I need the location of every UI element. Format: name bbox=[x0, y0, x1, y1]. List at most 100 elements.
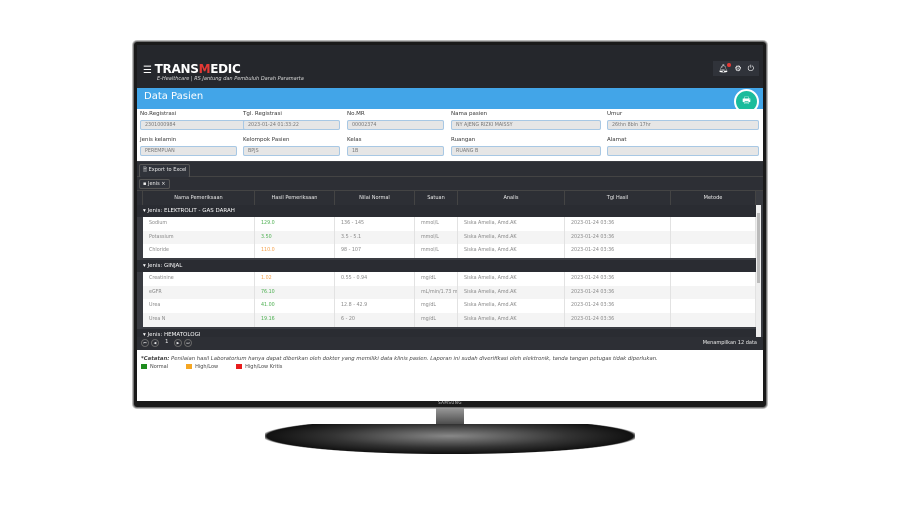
table-row[interactable]: Chloride 110.0 98 - 107 mmol/L Siska Amelia,… bbox=[143, 244, 756, 259]
table-row[interactable]: Potassium 3.50 3.5 - 5.1 mmol/L Siska Amelia… bbox=[143, 230, 756, 245]
cell-metode bbox=[671, 313, 756, 327]
field-alamat: Alamat bbox=[607, 137, 759, 156]
field-no-mr: No.MR 00002374 bbox=[347, 111, 444, 130]
group-row[interactable]: ▾ Jenis: GINJAL bbox=[137, 260, 756, 273]
col-satuan[interactable]: Satuan bbox=[415, 191, 458, 205]
cell-satuan: mg/dL bbox=[415, 313, 458, 327]
table-scrollbar[interactable] bbox=[756, 205, 761, 337]
cell-analis: Siska Amelia, Amd.AK bbox=[458, 244, 565, 259]
cell-metode bbox=[671, 272, 756, 286]
col-tgl-hasil[interactable]: Tgl Hasil bbox=[565, 191, 671, 205]
table-row[interactable]: Sodium 129.0 136 - 145 mmol/L Siska Amelia, … bbox=[143, 217, 756, 231]
cell-nama: Sodium bbox=[143, 217, 255, 231]
scrollbar-thumb[interactable] bbox=[757, 213, 760, 283]
cell-hasil: 3.50 bbox=[255, 230, 335, 245]
table-row[interactable]: Urea 41.00 12.8 - 42.9 mg/dL Siska Amelia, A… bbox=[143, 299, 756, 314]
tv-stand-neck bbox=[436, 408, 464, 426]
field-nama-pasien: Nama pasien NY AJENG RIZKI MAISSY bbox=[451, 111, 601, 130]
cell-hasil: 76.10 bbox=[255, 285, 335, 300]
excel-icon: 🗎 bbox=[143, 167, 149, 173]
pager: ⏮ ◀ 1 ▶ ⏭ Menampilkan 12 data bbox=[137, 337, 763, 350]
cell-tgl: 2023-01-24 03:36 bbox=[565, 230, 671, 245]
cell-analis: Siska Amelia, Amd.AK bbox=[458, 299, 565, 314]
legend: Normal High/Low High/Low Kritis bbox=[141, 364, 759, 370]
cell-satuan: mmol/L bbox=[415, 230, 458, 245]
power-icon[interactable]: ⏻ bbox=[747, 63, 754, 73]
cell-tgl: 2023-01-24 03:36 bbox=[565, 244, 671, 259]
col-analis[interactable]: Analis bbox=[458, 191, 565, 205]
cell-nama: Creatinine bbox=[143, 272, 255, 286]
col-metode[interactable]: Metode bbox=[671, 191, 756, 205]
cell-normal: 0.55 - 0.94 bbox=[335, 272, 415, 286]
caret-down-icon[interactable]: ▾ bbox=[143, 208, 146, 214]
print-icon: 🖶 bbox=[742, 96, 751, 106]
cell-hasil: 19.16 bbox=[255, 313, 335, 327]
export-excel-button[interactable]: 🗎 Export to Excel bbox=[139, 164, 191, 178]
tv-stand-base bbox=[265, 424, 635, 454]
col-nilai-normal[interactable]: Nilai Normal bbox=[335, 191, 415, 205]
close-icon[interactable]: × bbox=[161, 181, 166, 187]
prev-page-button[interactable]: ◀ bbox=[151, 339, 159, 347]
caret-down-icon[interactable]: ▾ bbox=[143, 331, 146, 338]
cell-tgl: 2023-01-24 03:36 bbox=[565, 217, 671, 231]
app-screen: ☰ TRANSMEDIC E-Healthcare | RS Jantung da… bbox=[137, 45, 763, 401]
field-kelas: Kelas 1B bbox=[347, 137, 444, 156]
caret-down-icon[interactable]: ▾ bbox=[143, 263, 146, 270]
cell-normal: 6 - 20 bbox=[335, 313, 415, 327]
header-actions: 🔔︎ ⚙ ⏻ bbox=[713, 61, 759, 76]
table-header: Nama Pemeriksaan Hasil Pemeriksaan Nilai… bbox=[137, 191, 756, 205]
current-page[interactable]: 1 bbox=[165, 339, 169, 345]
bell-icon[interactable]: 🔔︎ bbox=[718, 63, 731, 73]
last-page-button[interactable]: ⏭ bbox=[184, 339, 192, 347]
cell-nama: Urea N bbox=[143, 313, 255, 327]
cell-satuan: mg/dL bbox=[415, 272, 458, 286]
group-row[interactable]: ▾ Jenis: ELEKTROLIT - GAS DARAH bbox=[137, 205, 756, 217]
cell-hasil: 110.0 bbox=[255, 244, 335, 259]
group-chip-jenis[interactable]: ▪ Jenis × bbox=[139, 179, 170, 189]
cell-analis: Siska Amelia, Amd.AK bbox=[458, 313, 565, 327]
col-nama[interactable]: Nama Pemeriksaan bbox=[143, 191, 255, 205]
cell-satuan: mmol/L bbox=[415, 217, 458, 231]
cell-normal: 12.8 - 42.9 bbox=[335, 299, 415, 314]
table-row[interactable]: eGFR 76.10 mL/min/1.73 m² Siska Amelia, Amd… bbox=[143, 285, 756, 300]
app-logo[interactable]: ☰ TRANSMEDIC bbox=[143, 62, 241, 76]
cell-normal: 98 - 107 bbox=[335, 244, 415, 259]
next-page-button[interactable]: ▶ bbox=[174, 339, 182, 347]
notes: *Catatan: Penilaian hasil Laboratorium h… bbox=[137, 350, 763, 401]
notes-prefix: *Catatan: bbox=[141, 356, 170, 362]
cell-metode bbox=[671, 217, 756, 231]
cell-analis: Siska Amelia, Amd.AK bbox=[458, 217, 565, 231]
cell-hasil: 129.0 bbox=[255, 217, 335, 231]
cell-satuan: mL/min/1.73 m² bbox=[415, 285, 458, 300]
cell-hasil: 1.02 bbox=[255, 272, 335, 286]
cell-nama: Urea bbox=[143, 299, 255, 314]
legend-normal: Normal bbox=[141, 364, 168, 370]
field-kelompok-pasien: Kelompok Pasien BPJS bbox=[243, 137, 340, 156]
table-row[interactable]: Urea N 19.16 6 - 20 mg/dL Siska Amelia, Amd.… bbox=[143, 313, 756, 327]
legend-high-low-kritis: High/Low Kritis bbox=[236, 364, 282, 370]
cell-analis: Siska Amelia, Amd.AK bbox=[458, 272, 565, 286]
table-row[interactable]: Creatinine 1.02 0.55 - 0.94 mg/dL Siska Amel… bbox=[143, 272, 756, 286]
field-ruangan: Ruangan RUANG B bbox=[451, 137, 601, 156]
notes-text: Penilaian hasil Laboratorium hanya dapat… bbox=[171, 356, 658, 362]
cell-nama: Chloride bbox=[143, 244, 255, 259]
cell-normal: 3.5 - 5.1 bbox=[335, 230, 415, 245]
menu-icon[interactable]: ☰ bbox=[143, 65, 152, 76]
group-panel: ▪ Jenis × bbox=[137, 177, 763, 191]
cell-metode bbox=[671, 230, 756, 245]
cell-normal: 136 - 145 bbox=[335, 217, 415, 231]
cell-analis: Siska Amelia, Amd.AK bbox=[458, 230, 565, 245]
tv-brand-logo: SAMSUNG bbox=[438, 400, 462, 405]
cell-satuan: mg/dL bbox=[415, 299, 458, 314]
grid-toolbar: 🗎 Export to Excel bbox=[137, 162, 763, 178]
cell-tgl: 2023-01-24 03:36 bbox=[565, 313, 671, 327]
app-header: ☰ TRANSMEDIC E-Healthcare | RS Jantung da… bbox=[137, 45, 763, 88]
col-hasil[interactable]: Hasil Pemeriksaan bbox=[255, 191, 335, 205]
field-tgl-registrasi: Tgl. Registrasi 2023-01-24 01:33:22 bbox=[243, 111, 340, 130]
first-page-button[interactable]: ⏮ bbox=[141, 339, 149, 347]
page-title: Data Pasien bbox=[137, 88, 763, 109]
cell-hasil: 41.00 bbox=[255, 299, 335, 314]
gears-icon[interactable]: ⚙ bbox=[734, 64, 742, 73]
pager-summary: Menampilkan 12 data bbox=[702, 340, 757, 346]
cell-nama: Potassium bbox=[143, 230, 255, 245]
